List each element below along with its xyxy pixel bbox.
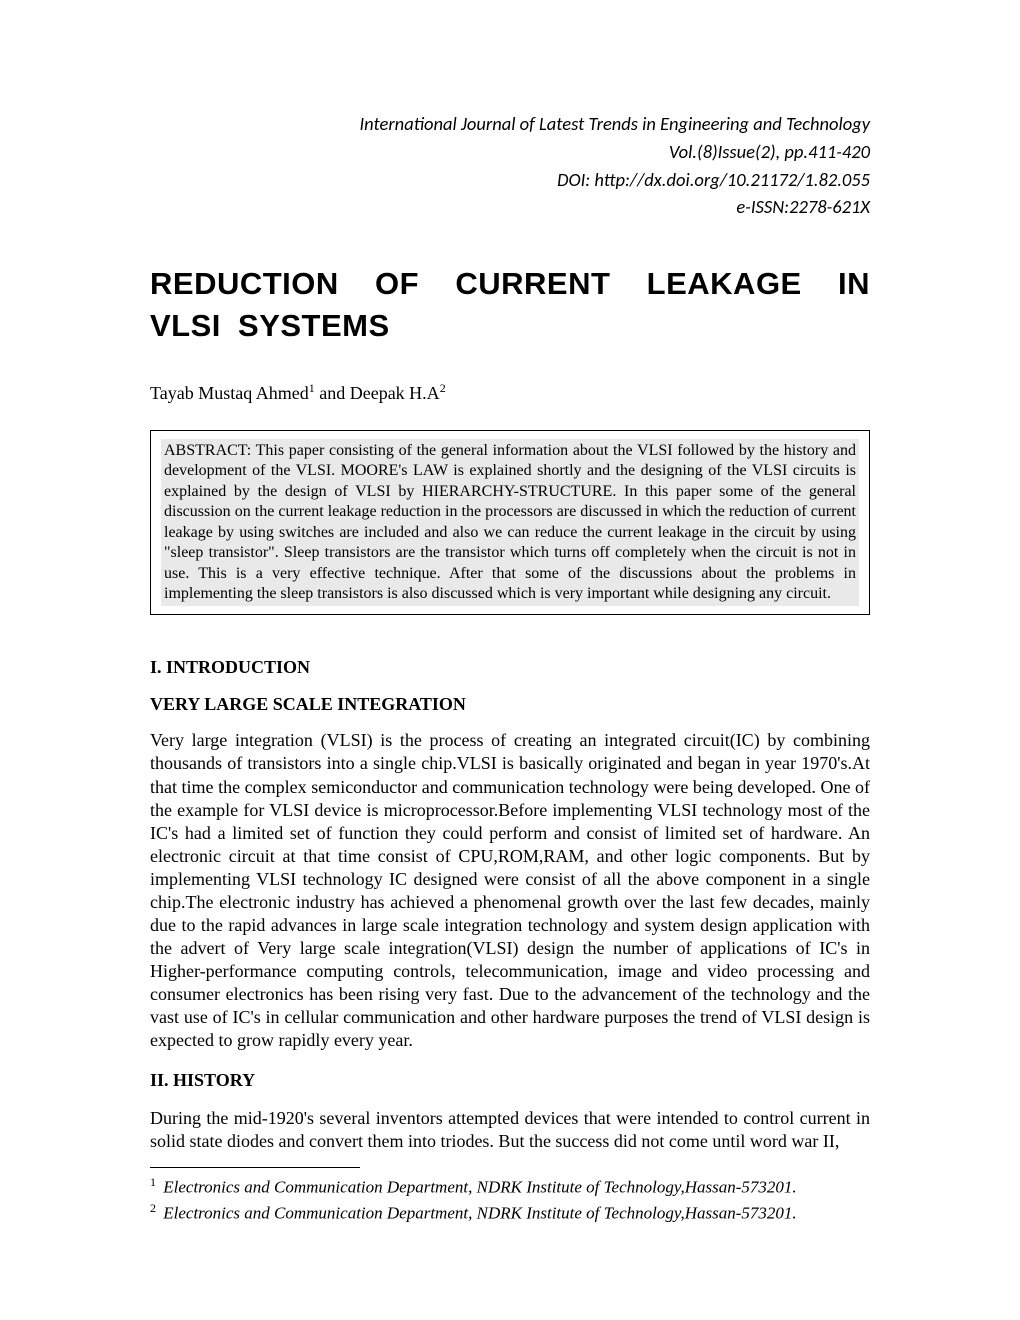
footnote-1: 1 Electronics and Communication Departme… (150, 1174, 870, 1200)
section-1-heading: I. INTRODUCTION (150, 657, 870, 678)
section-2-heading: II. HISTORY (150, 1070, 870, 1091)
section-1-body: Very large integration (VLSI) is the pro… (150, 729, 870, 1051)
footnote-2: 2 Electronics and Communication Departme… (150, 1200, 870, 1226)
footnote-2-sup: 2 (150, 1201, 156, 1215)
authors-line: Tayab Mustaq Ahmed1 and Deepak H.A2 (150, 381, 870, 404)
footnote-rule (150, 1167, 360, 1168)
footnote-1-text: Electronics and Communication Department… (159, 1178, 797, 1197)
journal-name: International Journal of Latest Trends i… (150, 110, 870, 138)
authors-joiner: and (315, 383, 350, 403)
footnote-2-text: Electronics and Communication Department… (159, 1203, 797, 1222)
author-1-name: Tayab Mustaq Ahmed (150, 383, 309, 403)
section-2-body: During the mid-1920's several inventors … (150, 1107, 870, 1153)
abstract-text: ABSTRACT: This paper consisting of the g… (161, 439, 859, 607)
journal-header: International Journal of Latest Trends i… (150, 110, 870, 221)
author-2-sup: 2 (440, 381, 446, 395)
paper-title: REDUCTION OF CURRENT LEAKAGE IN VLSI SYS… (150, 263, 870, 347)
section-1-subheading: VERY LARGE SCALE INTEGRATION (150, 694, 870, 715)
journal-doi: DOI: http://dx.doi.org/10.21172/1.82.055 (150, 166, 870, 194)
journal-eissn: e-ISSN:2278-621X (150, 193, 870, 221)
journal-volissue: Vol.(8)Issue(2), pp.411-420 (150, 138, 870, 166)
footnote-1-sup: 1 (150, 1175, 156, 1189)
author-2-name: Deepak H.A (350, 383, 440, 403)
abstract-box: ABSTRACT: This paper consisting of the g… (150, 430, 870, 616)
